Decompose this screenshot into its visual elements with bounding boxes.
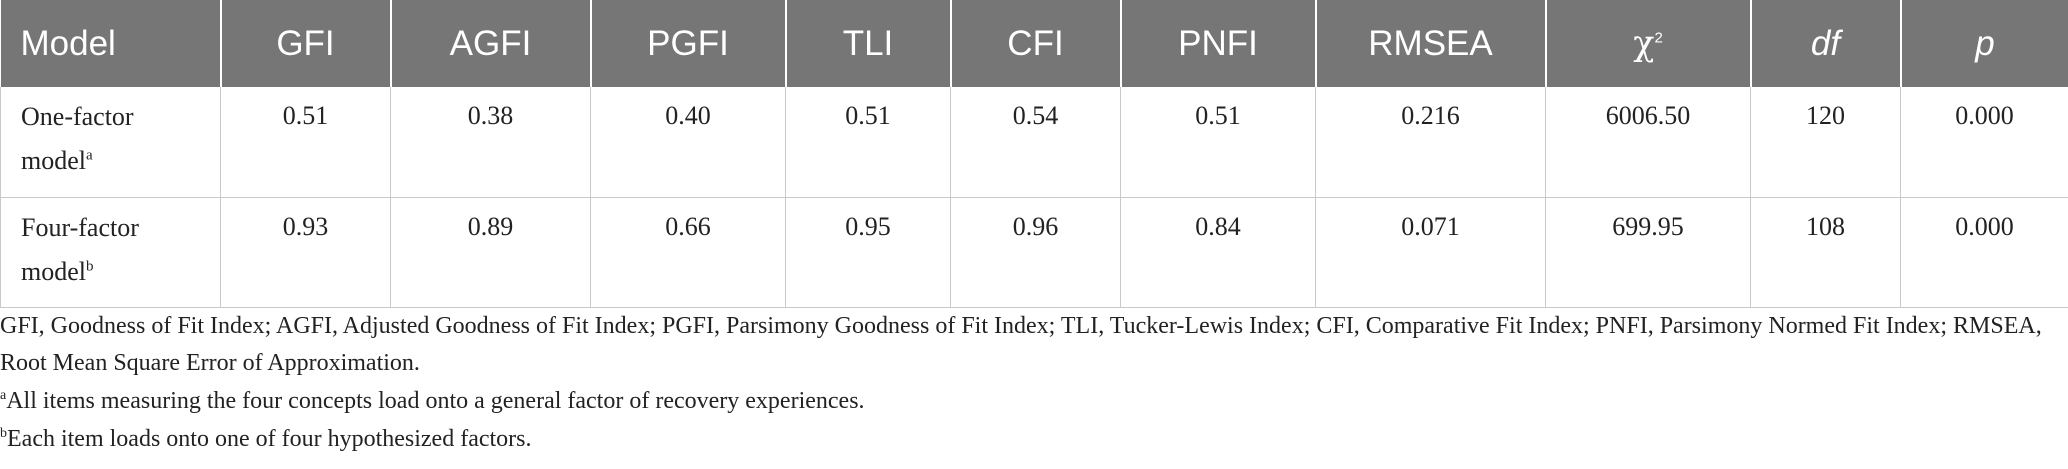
footnote-b: bEach item loads onto one of four hypoth… <box>0 424 2068 455</box>
cell-df: 108 <box>1750 197 1901 308</box>
header-df: df <box>1749 0 1901 87</box>
cell-pgfi: 0.40 <box>590 87 786 198</box>
cell-p: 0.000 <box>1900 197 2068 308</box>
fit-indices-table: Model GFI AGFI PGFI TLI CFI PNFI RMSEA χ… <box>0 0 2068 308</box>
cell-p: 0.000 <box>1900 87 2068 198</box>
header-model: Model <box>0 0 221 87</box>
fit-indices-table-container: Model GFI AGFI PGFI TLI CFI PNFI RMSEA χ… <box>0 0 2068 308</box>
header-pnfi: PNFI <box>1119 0 1316 87</box>
cell-df: 120 <box>1750 87 1901 198</box>
footnote-marker-b: b <box>86 257 94 274</box>
cell-rmsea: 0.216 <box>1315 87 1546 198</box>
cell-chi-square: 6006.50 <box>1545 87 1751 198</box>
cell-model-name: Four-factor modelb <box>0 197 221 308</box>
cell-gfi: 0.93 <box>220 197 391 308</box>
header-rmsea: RMSEA <box>1314 0 1546 87</box>
cell-cfi: 0.96 <box>950 197 1121 308</box>
header-chi-square: χ2 <box>1544 0 1751 87</box>
cell-pgfi: 0.66 <box>590 197 786 308</box>
cell-gfi: 0.51 <box>220 87 391 198</box>
cell-pnfi: 0.51 <box>1120 87 1316 198</box>
table-header-row: Model GFI AGFI PGFI TLI CFI PNFI RMSEA χ… <box>0 0 2068 87</box>
cell-model-name: One-factor modela <box>0 87 221 198</box>
cell-pnfi: 0.84 <box>1120 197 1316 308</box>
cell-cfi: 0.54 <box>950 87 1121 198</box>
table-row: Four-factor modelb 0.93 0.89 0.66 0.95 0.… <box>0 197 2068 308</box>
footnote-b-marker: b <box>0 426 7 441</box>
footnote-b-text: Each item loads onto one of four hypothe… <box>7 426 532 452</box>
footnote-marker-a: a <box>86 147 93 164</box>
cell-agfi: 0.38 <box>390 87 591 198</box>
header-chi-square-superscript: 2 <box>1654 28 1663 46</box>
header-tli: TLI <box>784 0 951 87</box>
header-agfi: AGFI <box>389 0 591 87</box>
cell-agfi: 0.89 <box>390 197 591 308</box>
table-row: One-factor modela 0.51 0.38 0.40 0.51 0.5… <box>0 87 2068 198</box>
footnote-a-marker: a <box>0 388 7 403</box>
header-pgfi: PGFI <box>589 0 786 87</box>
cell-tli: 0.95 <box>785 197 951 308</box>
cell-tli: 0.51 <box>785 87 951 198</box>
footnote-a-text: All items measuring the four concepts lo… <box>6 388 865 414</box>
header-p: p <box>1899 0 2068 87</box>
abbreviations-note: GFI, Goodness of Fit Index; AGFI, Adjust… <box>0 313 2042 376</box>
cell-rmsea: 0.071 <box>1315 197 1546 308</box>
header-cfi: CFI <box>949 0 1121 87</box>
header-gfi: GFI <box>219 0 391 87</box>
footnote-a: aAll items measuring the four concepts l… <box>0 386 2068 417</box>
cell-chi-square: 699.95 <box>1545 197 1751 308</box>
table-footnotes: GFI, Goodness of Fit Index; AGFI, Adjust… <box>0 308 2068 462</box>
